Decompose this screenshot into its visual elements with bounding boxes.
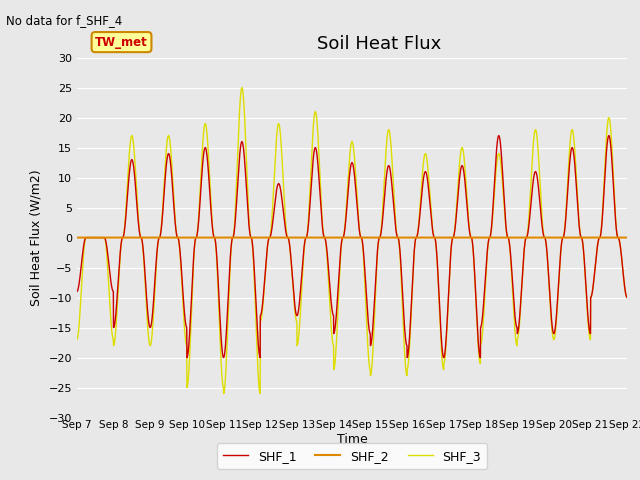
Line: SHF_3: SHF_3 <box>77 88 627 394</box>
SHF_3 <box>73 337 81 343</box>
X-axis label: Time: Time <box>337 433 367 446</box>
SHF_2 <box>191 235 198 240</box>
Line: SHF_1: SHF_1 <box>77 136 627 358</box>
SHF_1 <box>73 288 81 294</box>
Y-axis label: Soil Heat Flux (W/m2): Soil Heat Flux (W/m2) <box>30 169 43 306</box>
SHF_1 <box>183 355 191 360</box>
SHF_2 <box>623 235 630 240</box>
SHF_2 <box>623 235 631 240</box>
SHF_3 <box>623 295 631 300</box>
SHF_1 <box>415 217 423 223</box>
SHF_1 <box>227 250 234 255</box>
SHF_1 <box>623 295 631 300</box>
SHF_2 <box>415 235 423 240</box>
SHF_2 <box>73 235 81 240</box>
SHF_1 <box>605 133 612 139</box>
SHF_3 <box>238 85 246 91</box>
SHF_1 <box>406 331 413 337</box>
Legend: SHF_1, SHF_2, SHF_3: SHF_1, SHF_2, SHF_3 <box>216 444 488 469</box>
SHF_3 <box>220 391 227 396</box>
SHF_3 <box>191 242 198 248</box>
Text: No data for f_SHF_4: No data for f_SHF_4 <box>6 14 123 27</box>
SHF_2 <box>571 235 579 240</box>
Text: TW_met: TW_met <box>95 36 148 48</box>
SHF_3 <box>415 211 423 216</box>
SHF_1 <box>623 295 631 300</box>
SHF_1 <box>572 165 579 171</box>
SHF_3 <box>623 295 631 300</box>
SHF_2 <box>406 235 413 240</box>
SHF_3 <box>406 338 413 344</box>
Title: Soil Heat Flux: Soil Heat Flux <box>317 35 442 53</box>
SHF_3 <box>572 154 579 159</box>
SHF_1 <box>191 240 198 245</box>
SHF_2 <box>227 235 234 240</box>
SHF_3 <box>227 254 234 260</box>
